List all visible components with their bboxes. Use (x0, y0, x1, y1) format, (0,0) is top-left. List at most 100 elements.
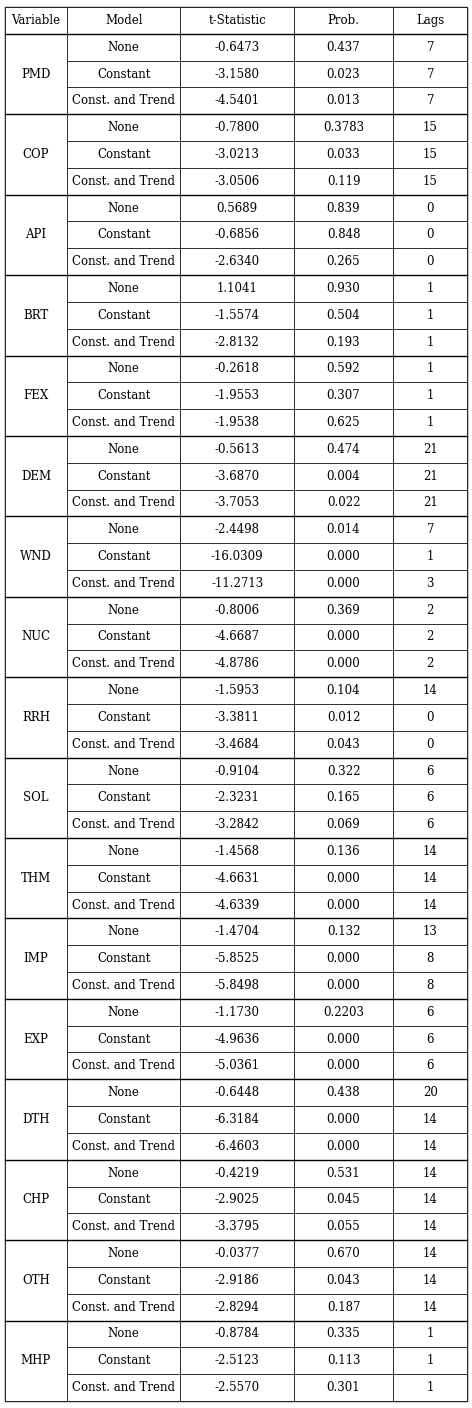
Text: Constant: Constant (97, 952, 151, 964)
Bar (294, 301, 393, 328)
Bar (5, 34, 67, 114)
Bar (180, 784, 294, 811)
Bar (180, 945, 294, 972)
Bar (67, 1025, 180, 1053)
Text: 0.474: 0.474 (327, 444, 361, 456)
Bar (180, 731, 294, 758)
Text: 0.000: 0.000 (327, 979, 361, 993)
Bar (393, 865, 467, 891)
Bar (67, 383, 180, 410)
Text: -4.9636: -4.9636 (215, 1032, 260, 1046)
Bar (393, 650, 467, 677)
Bar (5, 1160, 67, 1240)
Text: NUC: NUC (21, 631, 51, 643)
Text: 14: 14 (423, 845, 438, 857)
Bar (393, 1294, 467, 1321)
Bar (5, 597, 67, 677)
Text: Const. and Trend: Const. and Trend (72, 818, 175, 831)
Text: -1.4704: -1.4704 (215, 925, 260, 938)
Bar (393, 543, 467, 570)
Text: 0.301: 0.301 (327, 1381, 360, 1394)
Text: 0: 0 (427, 738, 434, 750)
Bar (67, 677, 180, 704)
Bar (180, 543, 294, 570)
Text: -16.0309: -16.0309 (211, 551, 263, 563)
Text: Constant: Constant (97, 791, 151, 804)
Bar (180, 436, 294, 463)
Bar (180, 838, 294, 865)
Bar (294, 597, 393, 624)
Bar (294, 677, 393, 704)
Bar (393, 248, 467, 275)
Text: OTH: OTH (22, 1274, 50, 1287)
Bar (393, 436, 467, 463)
Text: 0: 0 (427, 711, 434, 724)
Text: -1.9553: -1.9553 (215, 389, 260, 403)
Bar (180, 1294, 294, 1321)
Bar (393, 1107, 467, 1133)
Text: -3.6870: -3.6870 (215, 470, 260, 483)
Bar (393, 891, 467, 918)
Text: None: None (108, 444, 140, 456)
Text: 0.592: 0.592 (327, 362, 360, 376)
Bar (393, 1187, 467, 1214)
Bar (393, 61, 467, 87)
Text: 1: 1 (427, 1328, 434, 1340)
Text: 1: 1 (427, 282, 434, 296)
Text: Constant: Constant (97, 1354, 151, 1367)
Text: 0.2203: 0.2203 (323, 1005, 364, 1019)
Bar (67, 517, 180, 543)
Text: 14: 14 (423, 684, 438, 697)
Text: 0.839: 0.839 (327, 201, 360, 214)
Text: 0.187: 0.187 (327, 1301, 360, 1314)
Bar (180, 517, 294, 543)
Text: 0.033: 0.033 (327, 148, 361, 161)
Text: 2: 2 (427, 604, 434, 617)
Text: Constant: Constant (97, 872, 151, 884)
Text: -0.0377: -0.0377 (215, 1247, 260, 1260)
Bar (294, 141, 393, 168)
Text: Const. and Trend: Const. and Trend (72, 1059, 175, 1073)
Text: 1: 1 (427, 362, 434, 376)
Bar (393, 731, 467, 758)
Text: 0.004: 0.004 (327, 470, 361, 483)
Text: 0.369: 0.369 (327, 604, 361, 617)
Text: 0.023: 0.023 (327, 68, 360, 80)
Bar (294, 436, 393, 463)
Bar (67, 1374, 180, 1401)
Text: 14: 14 (423, 898, 438, 911)
Text: None: None (108, 604, 140, 617)
Text: Const. and Trend: Const. and Trend (72, 335, 175, 349)
Text: None: None (108, 1086, 140, 1100)
Bar (393, 918, 467, 945)
Bar (5, 998, 67, 1080)
Bar (180, 87, 294, 114)
Text: 0.930: 0.930 (327, 282, 361, 296)
Text: 0: 0 (427, 201, 434, 214)
Bar (294, 758, 393, 784)
Bar (67, 811, 180, 838)
Bar (294, 383, 393, 410)
Bar (67, 597, 180, 624)
Bar (5, 275, 67, 355)
Bar (393, 972, 467, 998)
Bar (180, 998, 294, 1025)
Text: 0.670: 0.670 (327, 1247, 361, 1260)
Text: -6.4603: -6.4603 (215, 1140, 260, 1153)
Bar (294, 891, 393, 918)
Bar (180, 918, 294, 945)
Text: None: None (108, 201, 140, 214)
Text: 0.012: 0.012 (327, 711, 360, 724)
Text: Const. and Trend: Const. and Trend (72, 175, 175, 187)
Text: -3.1580: -3.1580 (215, 68, 260, 80)
Bar (393, 383, 467, 410)
Bar (294, 1160, 393, 1187)
Text: 0.438: 0.438 (327, 1086, 360, 1100)
Bar (67, 945, 180, 972)
Text: 6: 6 (427, 818, 434, 831)
Bar (393, 677, 467, 704)
Text: 8: 8 (427, 952, 434, 964)
Text: -0.8006: -0.8006 (215, 604, 260, 617)
Bar (67, 355, 180, 383)
Text: 20: 20 (423, 1086, 438, 1100)
